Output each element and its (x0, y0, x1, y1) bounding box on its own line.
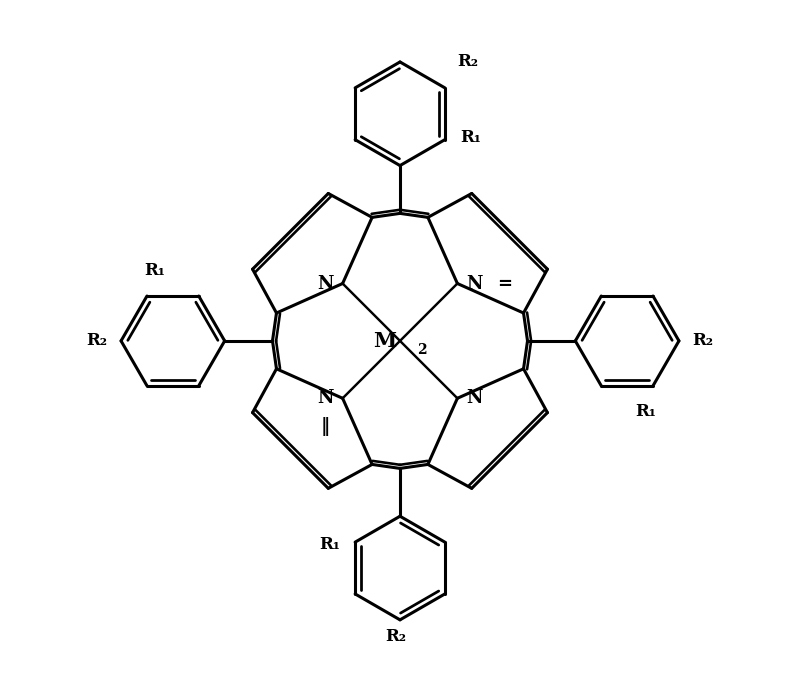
Text: M: M (373, 331, 396, 351)
Text: R₂: R₂ (458, 53, 478, 70)
Text: R₂: R₂ (693, 332, 714, 349)
Text: R₂: R₂ (86, 332, 107, 349)
Text: R₂: R₂ (386, 628, 406, 645)
Text: ‖: ‖ (321, 417, 330, 436)
Text: N: N (466, 274, 483, 293)
Text: N: N (317, 274, 334, 293)
Text: R₁: R₁ (635, 403, 656, 420)
Text: N: N (317, 390, 334, 407)
Text: =: = (498, 274, 512, 293)
Text: R₁: R₁ (460, 129, 481, 146)
Text: N: N (466, 390, 483, 407)
Text: R₁: R₁ (144, 262, 165, 279)
Text: R₁: R₁ (319, 536, 340, 552)
Text: 2: 2 (418, 343, 427, 358)
